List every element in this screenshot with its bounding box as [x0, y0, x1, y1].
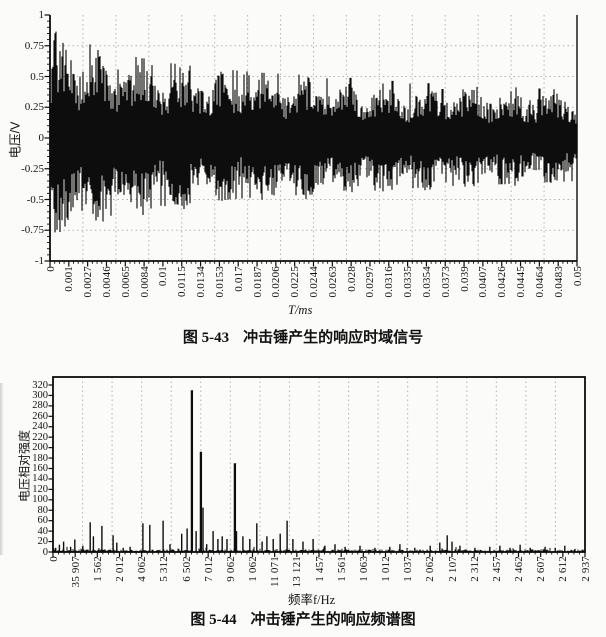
time-plot-x-axis-title: T/ms [288, 303, 312, 318]
x-tick-label: 2 312 [468, 556, 481, 582]
x-tick-label: 11 071 [269, 556, 282, 588]
x-tick-label: 2 612 [557, 556, 570, 582]
x-tick-label: 2 012 [114, 556, 126, 582]
x-tick-label: 0.0445 [515, 266, 528, 298]
x-tick-label: 2 062 [424, 556, 437, 582]
y-tick-label: 0.5 [30, 70, 44, 83]
y-tick-label: 220 [32, 431, 48, 443]
x-tick-label: 2 457 [490, 556, 503, 582]
y-tick-label: 0 [38, 132, 45, 144]
x-tick-label: 0 [47, 556, 60, 562]
x-tick-label: 0.0065 [119, 266, 132, 298]
y-tick-label: 80 [37, 504, 49, 516]
y-tick-label: 1 [38, 9, 45, 21]
x-tick-label: 4 062 [136, 556, 149, 582]
x-tick-label: 1 012 [380, 556, 392, 582]
y-tick-label: 180 [32, 452, 48, 464]
x-tick-label: 0.0483 [552, 266, 565, 298]
x-tick-label: 0.001 [63, 266, 76, 292]
x-tick-label: 0.0316 [383, 266, 396, 298]
y-tick-label: 260 [32, 410, 48, 422]
x-tick-label: 35 907 [69, 556, 82, 588]
y-tick-label: -0.75 [21, 224, 44, 237]
y-tick-label: 40 [37, 525, 49, 537]
x-tick-label: 0.017 [232, 266, 245, 292]
x-tick-label: 0.0464 [533, 266, 546, 298]
x-tick-label: 0.0225 [289, 266, 302, 298]
y-tick-label: 0.25 [24, 101, 44, 114]
x-tick-label: 0.0187 [251, 266, 264, 298]
x-tick-label: 0.0263 [326, 266, 339, 298]
x-tick-label: 0.05 [571, 266, 584, 287]
x-tick-label: 2 607 [535, 556, 548, 582]
y-tick-label: 160 [32, 463, 48, 474]
x-tick-label: 0.0407 [477, 266, 490, 298]
x-tick-label: 0.0426 [496, 266, 509, 298]
y-tick-label: 280 [32, 400, 48, 412]
time-plot-y-axis-title: 电压/V [8, 121, 23, 159]
y-tick-label: -1 [34, 255, 44, 267]
y-tick-label: 0.75 [24, 39, 44, 52]
x-tick-label: 2 937 [579, 556, 592, 582]
x-tick-label: 0.028 [345, 266, 358, 292]
x-tick-label: 0.0206 [270, 266, 283, 298]
x-tick-label: 0.039 [458, 266, 471, 292]
x-tick-label: 2 107 [446, 556, 459, 582]
x-tick-label: 0.0153 [213, 266, 226, 298]
x-tick-label: 5 312 [158, 556, 171, 582]
y-tick-label: -0.25 [21, 162, 44, 175]
spectrum-y-axis-title: 电压相对强度 [17, 429, 32, 503]
time-domain-plot [44, 14, 578, 267]
frequency-spectrum-plot [48, 376, 586, 557]
scan-artifact [0, 383, 4, 555]
x-tick-label: 0.0084 [138, 266, 151, 298]
time-plot-x-axis-title-text: T/ms [288, 303, 313, 317]
x-tick-label: 7 012 [202, 556, 215, 582]
x-tick-label: 0.0373 [439, 266, 452, 298]
y-tick-label: 300 [32, 389, 48, 401]
x-tick-label: 0.0134 [195, 266, 208, 298]
x-tick-label: 1 063 [357, 556, 370, 582]
figure-1-caption: 图 5-43 冲击锤产生的响应时域信号 [0, 326, 606, 347]
y-tick-label: -0.5 [26, 193, 44, 206]
x-tick-label: 1 562 [91, 556, 104, 582]
figure-2-title: 冲击锤产生的响应频谱图 [250, 612, 416, 628]
y-tick-label: 240 [32, 421, 48, 433]
x-tick-label: 0.0335 [402, 266, 415, 298]
x-tick-label: 0.0297 [364, 266, 377, 298]
x-tick-label: 0.0354 [420, 266, 433, 298]
x-tick-label: 6 502 [180, 556, 193, 582]
x-tick-label: 0.0027 [82, 266, 95, 298]
figure-1-number: 图 5-43 [182, 330, 230, 346]
figure-2-caption: 图 5-44 冲击锤产生的响应频谱图 [0, 608, 606, 629]
x-tick-label: 2 462 [513, 556, 525, 582]
x-tick-label: 1 037 [402, 556, 415, 582]
y-tick-label: 200 [32, 442, 48, 454]
y-tick-label: 20 [37, 536, 49, 548]
x-tick-label: 1 062 [247, 556, 259, 582]
y-tick-label: 320 [32, 379, 48, 391]
x-tick-label: 1 457 [313, 556, 326, 582]
x-tick-label: 13 121 [291, 556, 304, 588]
y-tick-label: 140 [32, 473, 48, 485]
y-tick-label: 0 [42, 546, 48, 558]
y-tick-label: 60 [37, 515, 49, 527]
x-tick-label: 9 062 [224, 556, 237, 582]
y-tick-label: 100 [32, 494, 48, 506]
x-tick-label: 0.01 [157, 266, 170, 287]
x-tick-label: 0.0244 [308, 266, 320, 298]
x-tick-label: 1 561 [335, 556, 348, 582]
y-tick-label: 120 [32, 483, 48, 495]
figure-1-title: 冲击锤产生的响应时域信号 [243, 330, 424, 346]
x-tick-label: 0.0046 [100, 266, 113, 298]
spectrum-x-axis-title: 频率f/Hz [288, 593, 336, 607]
x-tick-label: 0 [44, 266, 57, 272]
x-tick-label: 0.0115 [176, 266, 189, 298]
figure-2-number: 图 5-44 [190, 612, 237, 628]
